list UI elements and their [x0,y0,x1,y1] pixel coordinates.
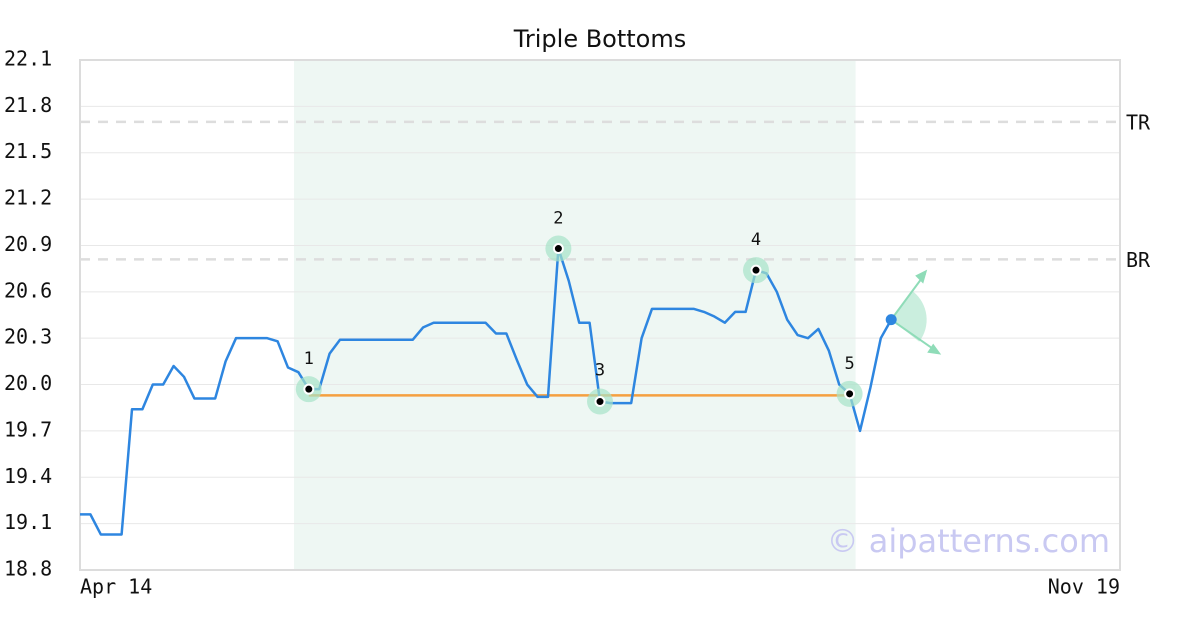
pattern-region [294,60,856,570]
y-tick-label: 19.1 [4,510,52,534]
arrow-up-head [915,269,928,284]
point-marker [552,243,564,255]
y-tick-label: 18.8 [4,557,52,581]
point-label: 2 [553,209,563,229]
point-label: 3 [595,361,605,381]
plot-border [79,59,1121,571]
y-tick-label: 20.6 [4,278,52,302]
point-marker [594,396,606,408]
x-tick-label: Nov 19 [1048,575,1120,599]
y-tick-label: 21.2 [4,186,52,210]
level-label: BR [1126,248,1151,272]
y-tick-label: 21.5 [4,139,52,163]
point-label: 1 [304,349,314,369]
arrow-down [890,318,938,353]
y-tick-label: 19.7 [4,417,52,441]
y-tick-label: 19.4 [4,464,52,488]
y-tick-label: 20.9 [4,232,52,256]
arrow-down-head [927,343,942,355]
level-label: TR [1126,110,1151,134]
y-tick-label: 22.1 [4,47,52,71]
point-marker [750,264,762,276]
point-label: 5 [844,354,854,374]
point-label: 4 [751,230,761,250]
point-marker [303,383,315,395]
point-marker [844,388,856,400]
projection-wedge [891,291,927,342]
watermark: © aipatterns.com [827,522,1110,560]
x-tick-label: Apr 14 [80,575,152,599]
arrow-up [890,273,927,321]
last-point [885,314,897,326]
y-tick-label: 20.3 [4,325,52,349]
y-tick-label: 21.8 [4,93,52,117]
y-tick-label: 20.0 [4,371,52,395]
chart-title: Triple Bottoms [513,25,687,53]
